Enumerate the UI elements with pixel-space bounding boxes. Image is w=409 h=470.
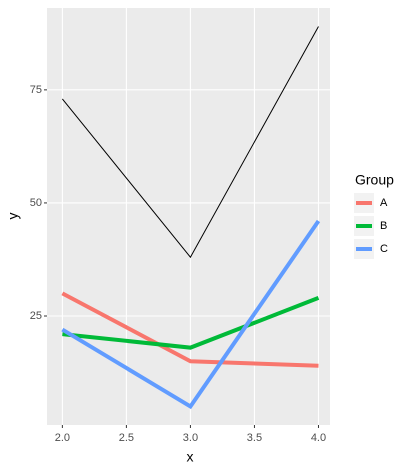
line <box>62 296 320 350</box>
x-tick-label: 3.5 <box>247 432 262 444</box>
x-axis-label: x <box>187 449 194 465</box>
y-axis-label: y <box>5 213 21 220</box>
legend-title: Group <box>355 172 394 188</box>
y-tick-label: 50 <box>30 197 42 209</box>
legend-label: A <box>380 197 388 209</box>
panel <box>47 8 330 425</box>
line <box>61 219 321 410</box>
x-tick-label: 2.5 <box>119 432 134 444</box>
x-tick-label: 2.0 <box>55 432 70 444</box>
legend-label: C <box>380 243 388 255</box>
x-tick-label: 3.0 <box>183 432 198 444</box>
line <box>61 291 319 368</box>
y-tick-label: 25 <box>30 310 42 322</box>
x-tick-label: 4.0 <box>311 432 326 444</box>
line <box>61 26 319 259</box>
legend-label: B <box>380 220 387 232</box>
y-tick-label: 75 <box>30 84 42 96</box>
